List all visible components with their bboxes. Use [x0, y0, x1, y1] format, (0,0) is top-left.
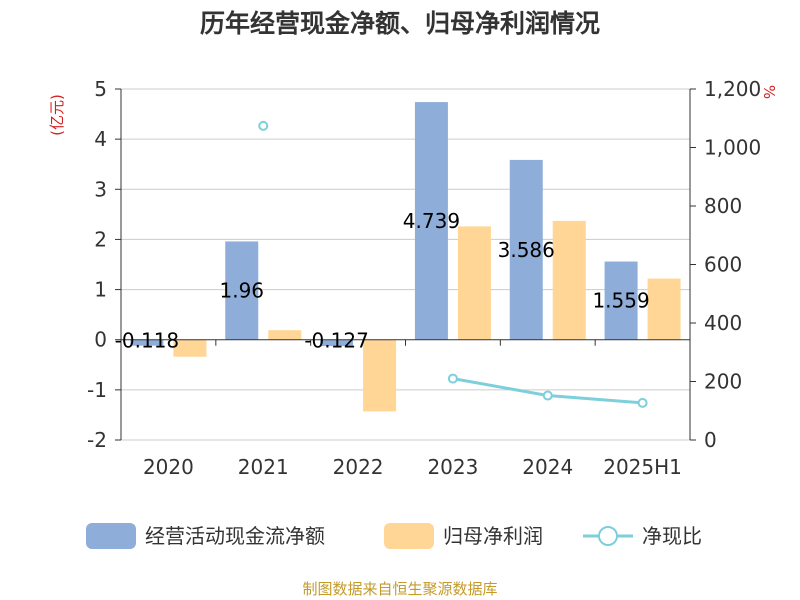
bar-data-label: 1.559 [592, 289, 649, 313]
bars [130, 102, 681, 412]
bar-net-profit [457, 226, 491, 340]
legend-marker [598, 526, 618, 546]
bar-operating-cash-flow [509, 159, 543, 340]
bar-operating-cash-flow [604, 261, 638, 340]
bar-operating-cash-flow [130, 339, 164, 346]
right-axis-tick-label: 600 [704, 253, 742, 277]
bar-net-profit [173, 339, 207, 357]
bar-data-label: -0.118 [115, 329, 179, 353]
bar-net-profit [268, 330, 302, 340]
ratio-point [542, 390, 553, 401]
ratio-point [637, 397, 648, 408]
x-axis-tick-label: 2020 [143, 455, 194, 479]
x-axis-tick-label: 2022 [333, 455, 384, 479]
legend: 经营活动现金流净额 归母净利润 净现比 [86, 523, 702, 549]
x-axis-tick-label: 2024 [522, 455, 573, 479]
data-labels: -0.118 1.96 -0.127 4.739 3.586 1.559 [115, 209, 650, 353]
left-axis-tick-label: 5 [94, 77, 107, 101]
chart-title: 历年经营现金净额、归母净利润情况 [200, 9, 600, 38]
bar-net-profit [647, 278, 681, 340]
bar-data-label: 3.586 [498, 238, 555, 262]
bar-data-label: 1.96 [219, 279, 264, 303]
x-axis-tick-label: 2025H1 [603, 455, 682, 479]
right-axis-tick-label: 0 [704, 428, 717, 452]
ratio-line [258, 120, 648, 408]
bar-net-profit [552, 220, 586, 340]
left-axis-tick-label: 2 [94, 227, 107, 251]
left-axis-unit-label: (亿元) [48, 94, 66, 136]
legend-swatch [86, 523, 136, 549]
right-axis-tick-label: 200 [704, 370, 742, 394]
legend-label: 归母净利润 [443, 524, 543, 548]
bar-operating-cash-flow [320, 339, 354, 347]
source-note: 制图数据来自恒生聚源数据库 [302, 580, 497, 598]
ratio-point [258, 120, 269, 131]
x-axis-tick-label: 2021 [238, 455, 289, 479]
bar-data-label: 4.739 [403, 209, 460, 233]
bar-net-profit [363, 339, 397, 412]
left-axis-tick-label: 0 [94, 328, 107, 352]
left-axis-tick-label: -1 [87, 378, 107, 402]
right-axis-tick-label: 800 [704, 194, 742, 218]
right-axis-unit-label: % [760, 85, 778, 99]
ratio-point [447, 373, 458, 384]
right-axis-tick-label: 400 [704, 311, 742, 335]
legend-label: 净现比 [642, 524, 702, 548]
bar-operating-cash-flow [225, 241, 259, 340]
x-axis-tick-label: 2023 [427, 455, 478, 479]
axes: -2 -1 0 1 2 3 4 5 0 200 400 600 800 1,000 1,200 2020 202… [87, 77, 761, 479]
left-axis-tick-label: 4 [94, 127, 107, 151]
left-axis-tick-label: -2 [87, 428, 107, 452]
gridlines [121, 88, 690, 441]
left-axis-tick-label: 3 [94, 177, 107, 201]
left-axis-tick-label: 1 [94, 278, 107, 302]
bar-operating-cash-flow [414, 102, 448, 340]
legend-label: 经营活动现金流净额 [145, 524, 325, 548]
bar-data-label: -0.127 [304, 329, 368, 353]
right-axis-tick-label: 1,200 [704, 77, 761, 101]
legend-swatch [384, 523, 434, 549]
right-axis-tick-label: 1,000 [704, 136, 761, 160]
